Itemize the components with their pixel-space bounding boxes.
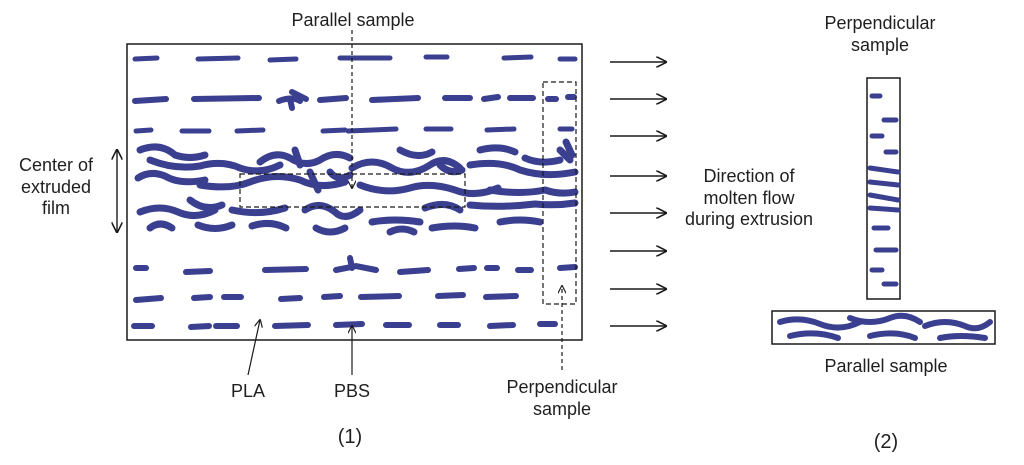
film-center-label-line: extruded	[20, 176, 92, 197]
perpendicular-sample-right-label: Perpendicular sample	[794, 13, 966, 56]
pbs-dispersed-phase	[131, 54, 579, 330]
flow-direction-arrows	[610, 62, 666, 326]
film-center-label: Center of extruded film	[8, 155, 104, 220]
flow-direction-label-line: Direction of	[703, 166, 795, 186]
film-center-label-line: Center of	[18, 155, 94, 175]
panel-1-caption: (1)	[337, 426, 363, 448]
parallel-sample-top-label: Parallel sample	[291, 10, 415, 30]
perpendicular-sample-label-line: Perpendicular	[506, 377, 618, 397]
perpendicular-sample-right-label-line: Perpendicular	[824, 13, 936, 33]
pla-pointer-arrow	[247, 320, 260, 376]
perpendicular-sample-region	[542, 81, 577, 305]
pbs-label: PBS	[333, 381, 371, 401]
flow-direction-label-line: molten flow	[703, 187, 795, 208]
perpendicular-strip-phase	[867, 93, 901, 287]
perpendicular-sample-label-line: sample	[532, 398, 592, 419]
flow-direction-label-line: during extrusion	[684, 209, 814, 230]
flow-direction-label: Direction of molten flow during extrusio…	[664, 166, 834, 231]
film-center-label-line: film	[42, 198, 70, 219]
perpendicular-sample-label: Perpendicular sample	[476, 377, 648, 420]
parallel-sample-right-label: Parallel sample	[824, 356, 948, 376]
perpendicular-sample-strip	[866, 77, 901, 300]
panel-2-caption: (2)	[873, 431, 899, 453]
perpendicular-sample-right-label-line: sample	[850, 34, 910, 55]
parallel-strip-phase	[777, 312, 993, 341]
pla-label: PLA	[230, 381, 266, 401]
